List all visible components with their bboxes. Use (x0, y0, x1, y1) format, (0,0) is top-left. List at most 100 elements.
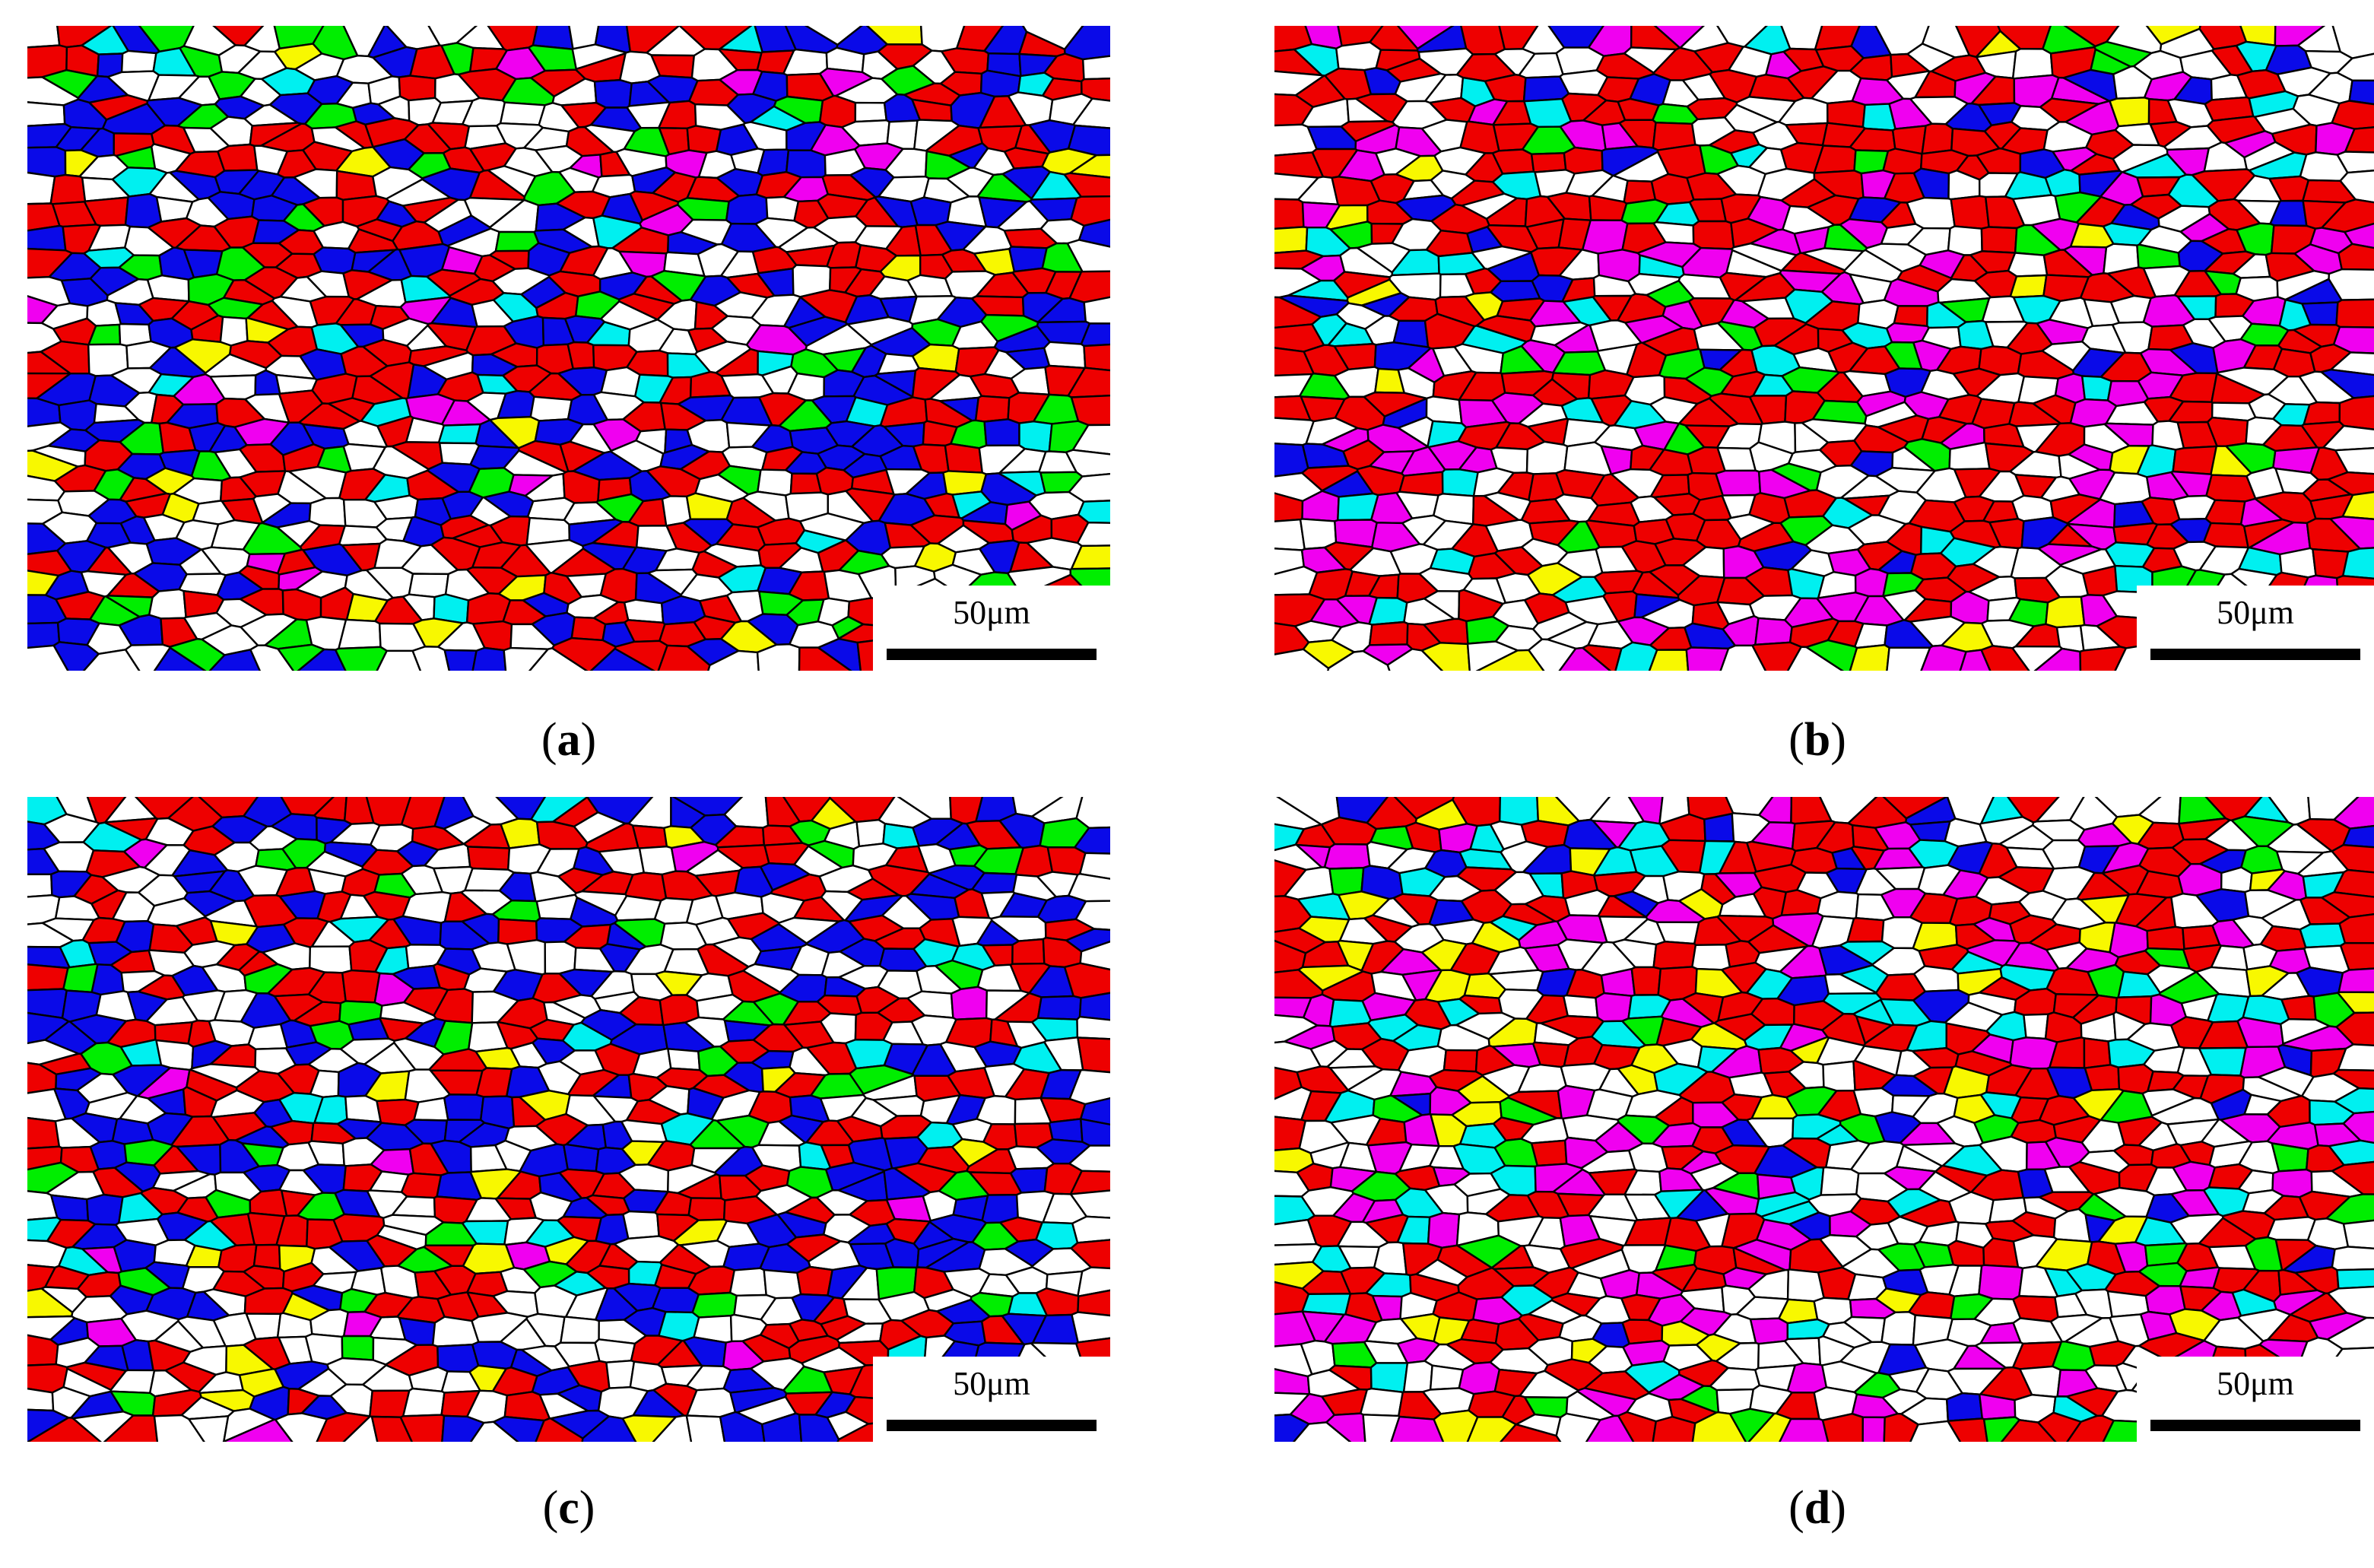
grain (1441, 468, 1479, 497)
grain (622, 1210, 660, 1239)
grain (1882, 148, 1923, 175)
grain-layer (27, 797, 1110, 1442)
scale-label-a: 50μm (953, 594, 1030, 631)
grain (979, 69, 1022, 98)
grain-map-b (1274, 26, 2374, 671)
grain (2299, 922, 2347, 949)
grain (1077, 1036, 1110, 1074)
grain (819, 94, 857, 129)
grain (631, 824, 668, 849)
grain (1356, 242, 1411, 274)
grain-layer (27, 26, 1110, 671)
grain (1071, 1215, 1110, 1244)
grain (1335, 41, 1382, 71)
grain (1066, 239, 1110, 273)
scale-bar-c (887, 1420, 1097, 1431)
grain (1368, 621, 1409, 646)
grain (2328, 1139, 2374, 1166)
grain (1043, 341, 1087, 370)
grain (1070, 1239, 1110, 1270)
grain (855, 819, 886, 848)
grain (2342, 1219, 2374, 1249)
ebsd-map-a: 50μm (27, 26, 1110, 671)
grain (2338, 967, 2374, 994)
grain (2338, 395, 2374, 430)
grain (2338, 243, 2374, 271)
grain (1499, 797, 1539, 826)
scale-bar-box-a: 50μm (873, 586, 1110, 671)
grain (530, 68, 586, 97)
grain (909, 196, 952, 227)
grain (1429, 1364, 1465, 1391)
grain (27, 1387, 55, 1412)
grain (647, 568, 698, 596)
grain (408, 573, 449, 598)
grain (27, 873, 53, 898)
grain (1822, 1060, 1856, 1092)
grain (413, 1097, 449, 1122)
grain (1274, 519, 1306, 551)
scale-label-c: 50μm (953, 1365, 1030, 1402)
grain (1852, 1087, 1894, 1118)
grain (1425, 395, 1463, 424)
ebsd-map-d: 50μm (1274, 797, 2374, 1442)
grain (1651, 1263, 1698, 1292)
grain (1980, 226, 2018, 254)
grain (2037, 543, 2103, 567)
grain (1530, 1139, 1568, 1167)
grain (1754, 617, 1793, 646)
grain (2331, 1246, 2374, 1271)
grain (2337, 991, 2374, 1014)
grain (667, 1048, 701, 1071)
grain (944, 443, 983, 474)
grain (1274, 198, 1305, 230)
ebsd-map-b: 50μm (1274, 26, 2374, 671)
grain (687, 1197, 726, 1221)
grain (2007, 252, 2049, 278)
grain (614, 640, 668, 671)
grain (2329, 516, 2374, 550)
grain (1563, 994, 1599, 1019)
grain (27, 101, 66, 127)
grain (27, 963, 69, 992)
grain (1978, 1264, 2024, 1300)
grain (765, 195, 800, 222)
grain (338, 618, 382, 650)
grain (686, 125, 722, 154)
grain (40, 1286, 87, 1313)
grain (124, 192, 163, 229)
grain (2045, 595, 2086, 629)
grain (86, 1193, 124, 1226)
grain (691, 1291, 738, 1319)
grain (27, 1116, 61, 1150)
grain-layer (1274, 26, 2374, 671)
grain (570, 616, 607, 642)
grain (1274, 226, 1309, 254)
grain (1076, 1015, 1110, 1040)
scale-bar-box-d: 50μm (2137, 1357, 2374, 1442)
grain (2332, 1068, 2374, 1090)
grain (594, 1338, 636, 1363)
grain (2331, 1160, 2374, 1195)
grain (1048, 1118, 1084, 1143)
grain (1036, 995, 1082, 1020)
grain (2012, 48, 2054, 80)
grain (725, 193, 769, 225)
scale-bar-d (2150, 1420, 2360, 1431)
grain (1083, 296, 1110, 325)
grain (983, 418, 1020, 447)
grain (1749, 1317, 1788, 1345)
grain (529, 395, 573, 422)
grain (574, 890, 628, 916)
ebsd-map-c: 50μm (27, 797, 1110, 1442)
grain (1563, 146, 1604, 175)
grain (1921, 122, 1954, 155)
grain (2023, 1013, 2049, 1040)
grain (398, 75, 436, 102)
grain (1455, 1011, 1516, 1040)
grain-layer (1274, 797, 2374, 1442)
grain-map-c (27, 797, 1110, 1442)
grain (499, 101, 546, 126)
grain (567, 341, 595, 370)
grain (1323, 843, 1371, 870)
